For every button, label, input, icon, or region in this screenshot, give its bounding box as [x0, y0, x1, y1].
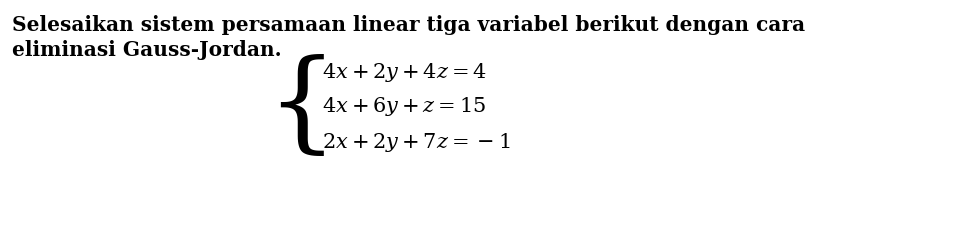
- Text: $2x + 2y + 7z = -1$: $2x + 2y + 7z = -1$: [322, 130, 510, 153]
- Text: eliminasi Gauss-Jordan.: eliminasi Gauss-Jordan.: [12, 40, 282, 60]
- Text: $4x + 2y + 4z = 4$: $4x + 2y + 4z = 4$: [322, 61, 487, 83]
- Text: $\{$: $\{$: [265, 54, 324, 160]
- Text: $4x + 6y + z = 15$: $4x + 6y + z = 15$: [322, 95, 486, 119]
- Text: Selesaikan sistem persamaan linear tiga variabel berikut dengan cara: Selesaikan sistem persamaan linear tiga …: [12, 15, 805, 35]
